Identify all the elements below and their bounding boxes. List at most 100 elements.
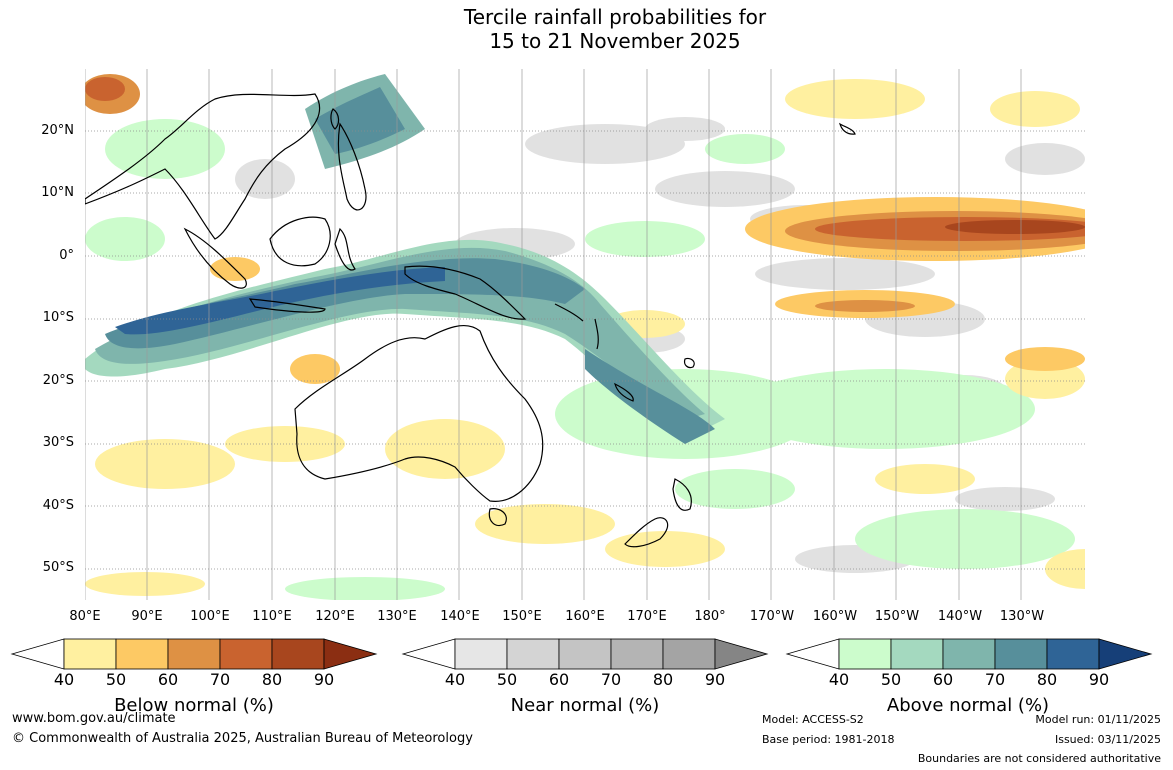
cb-above-extend-high [1098,638,1153,670]
philippines-coast [337,122,367,211]
sumatra-coast [183,227,247,289]
cb-near-tick: 40 [444,670,466,689]
lon-label: 170°E [627,609,667,624]
cb-below-tick: 60 [157,670,179,689]
lon-label: 160°W [812,609,858,624]
new-zealand-south-coast [624,517,669,548]
lon-label: 110°E [252,609,292,624]
lon-label: 170°W [749,609,795,624]
lon-label: 130°W [999,609,1045,624]
meridians [85,69,1022,600]
lat-label: 10°S [42,310,74,325]
cb-below-extend-high [323,638,378,670]
cb-above-extend-low [785,638,840,670]
cb-near-tick: 60 [548,670,570,689]
new-guinea-coast [404,265,527,320]
lat-label: 0° [59,248,74,263]
cb-below-tick: 80 [261,670,283,689]
new-zealand-coast [672,478,692,511]
cb-below-tick: 90 [313,670,335,689]
lat-label: 20°S [42,373,74,388]
above-normal-colorbar [785,638,1153,670]
cb-below-tick: 40 [53,670,75,689]
vanuatu-coast [594,318,599,350]
chart-title: Tercile rainfall probabilities for 15 to… [0,5,1173,53]
cb-above-tick: 90 [1088,670,1110,689]
lon-label: 80°E [69,609,101,624]
lon-label: 140°E [440,609,480,624]
cb-below-tick: 50 [105,670,127,689]
cb-below-swatch [115,638,169,670]
lon-label: 150°W [874,609,920,624]
cb-near-swatch [454,638,508,670]
lon-label: 180° [694,609,726,624]
model-name: Model: ACCESS-S2 [762,713,864,726]
cb-above-tick: 70 [984,670,1006,689]
cb-below-extend-low [10,638,65,670]
borneo-coast [269,216,331,267]
cb-above-swatch [1046,638,1100,670]
cb-above-tick: 80 [1036,670,1058,689]
cb-above-swatch [942,638,996,670]
cb-above-swatch [994,638,1048,670]
title-line-2: 15 to 21 November 2025 [489,29,741,53]
australia-coast [294,325,544,502]
copyright-text: © Commonwealth of Australia 2025, Austra… [12,731,473,746]
hawaii-coast [839,122,856,135]
lat-label: 50°S [42,560,74,575]
cb-near-tick: 70 [600,670,622,689]
cb-above-title: Above normal (%) [886,695,1050,716]
cb-below-swatch [63,638,117,670]
cb-near-swatch [662,638,716,670]
lat-label: 40°S [42,498,74,513]
cb-below-swatch [167,638,221,670]
cb-below-swatch [219,638,273,670]
below-normal-strong-band [85,74,1085,384]
cb-below-title: Below normal (%) [114,695,274,716]
below-normal-colorbar [10,638,378,670]
coastlines [85,93,856,548]
cb-above-swatch [838,638,892,670]
lat-label: 20°N [41,123,74,138]
lat-label: 30°S [42,435,74,450]
cb-near-tick: 80 [652,670,674,689]
lon-label: 150°E [502,609,542,624]
cb-near-tick: 90 [704,670,726,689]
issued-date: Issued: 03/11/2025 [1054,733,1161,746]
lon-label: 130°E [377,609,417,624]
cb-above-tick: 50 [880,670,902,689]
cb-near-title: Near normal (%) [510,695,660,716]
cb-near-swatch [610,638,664,670]
boundary-disclaimer: Boundaries are not considered authoritat… [917,752,1161,765]
solomon-islands-coast [554,303,584,322]
cb-below-tick: 70 [209,670,231,689]
lon-label: 90°E [131,609,163,624]
below-normal-light-areas [85,79,1085,596]
website-url: www.bom.gov.au/climate [12,711,176,726]
cb-below-swatch [271,638,325,670]
lat-label: 10°N [41,185,74,200]
se-asia-coast [85,93,321,240]
lon-label: 120°E [315,609,355,624]
sulawesi-coast [334,227,356,271]
base-period: Base period: 1981-2018 [762,733,895,746]
title-line-1: Tercile rainfall probabilities for [463,5,767,29]
near-normal-colorbar [401,638,769,670]
model-run-date: Model run: 01/11/2025 [1035,713,1161,726]
cb-above-tick: 60 [932,670,954,689]
cb-near-swatch [558,638,612,670]
lon-label: 160°E [565,609,605,624]
fiji-coast [683,357,695,369]
lon-label: 100°E [190,609,230,624]
new-caledonia-coast [614,382,634,402]
tasmania-coast [488,508,507,527]
cb-above-swatch [890,638,944,670]
taiwan-coast [330,108,340,130]
cb-near-extend-high [714,638,769,670]
lon-label: 140°W [937,609,983,624]
cb-near-swatch [506,638,560,670]
cb-near-tick: 50 [496,670,518,689]
cb-above-tick: 40 [828,670,850,689]
java-coast [248,298,326,313]
probability-map [85,69,1085,600]
